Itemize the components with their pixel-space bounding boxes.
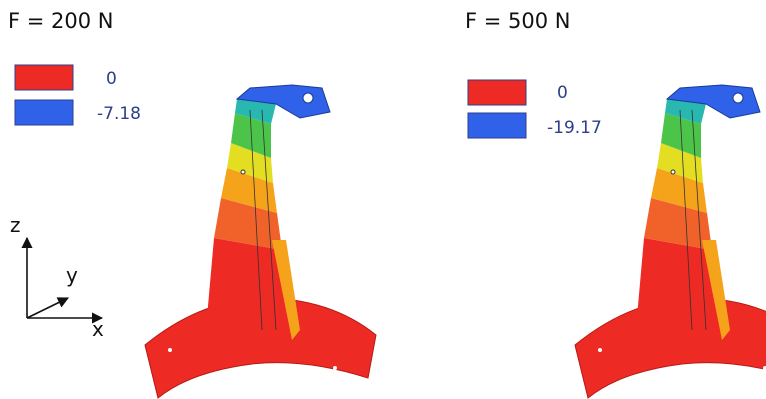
figure: F = 200 N 0 -7.18 z y x F = 500 N 0 -19.… (0, 0, 766, 399)
bracket-model (145, 85, 376, 398)
legend-label: 0 (106, 69, 117, 89)
legend-label: -19.17 (547, 118, 602, 138)
legend-swatch (15, 65, 73, 90)
panel: F = 500 N 0 -19.17 (465, 9, 766, 398)
legend-label: 0 (557, 83, 568, 103)
axis-label: z (10, 213, 21, 237)
legend-swatch (15, 100, 73, 125)
legend-swatch (468, 80, 526, 105)
axis-label: y (66, 263, 78, 287)
legend-label: -7.18 (97, 104, 141, 124)
legend-swatch (468, 113, 526, 138)
panel: F = 200 N 0 -7.18 (8, 9, 376, 398)
axes-icon: z y x (10, 213, 104, 341)
panel-title: F = 500 N (465, 9, 571, 33)
axis-label: x (92, 317, 104, 341)
bracket-model (575, 85, 766, 398)
panel-title: F = 200 N (8, 9, 114, 33)
